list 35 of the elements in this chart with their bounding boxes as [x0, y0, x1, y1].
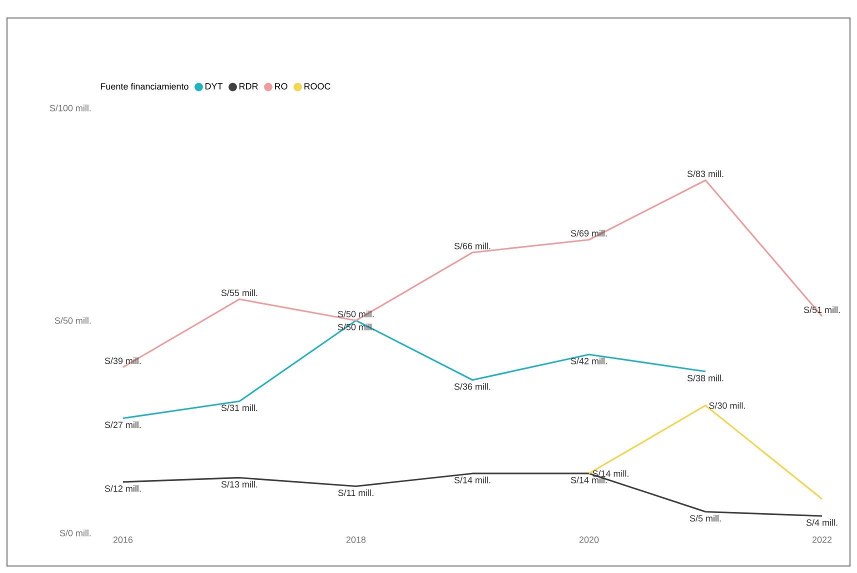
legend-label: RDR	[239, 83, 258, 90]
data-label: S/30 mill.	[709, 402, 745, 409]
y-tick-label: S/100 mill.	[50, 104, 91, 112]
data-label: S/14 mill.	[454, 476, 490, 484]
data-label: S/36 mill.	[454, 383, 490, 390]
data-label: S/4 mill.	[806, 519, 838, 526]
data-label: S/38 mill.	[687, 374, 724, 382]
data-label: S/42 mill.	[570, 358, 607, 364]
data-label: S/13 mill.	[221, 480, 258, 488]
line-series	[122, 320, 706, 420]
y-tick-label: S/50 mill.	[54, 317, 91, 324]
legend-label: RO	[274, 83, 288, 90]
legend-label: DYT	[205, 83, 223, 90]
data-label: S/83 mill.	[687, 170, 724, 178]
data-label: S/14 mill.	[570, 476, 607, 484]
data-label: S/39 mill.	[104, 357, 141, 364]
data-label: S/11 mill.	[338, 489, 374, 496]
x-tick-label: 2018	[346, 536, 366, 543]
data-label: S/27 mill.	[104, 421, 141, 428]
legend-title: Fuente financiamiento	[100, 83, 188, 90]
data-label: S/12 mill.	[104, 485, 141, 492]
x-tick-label: 2020	[579, 536, 599, 543]
data-label: S/5 mill.	[690, 514, 721, 522]
data-label: S/14 mill.	[592, 470, 628, 477]
data-label: S/51 mill.	[804, 306, 840, 314]
data-label: S/69 mill.	[570, 230, 607, 237]
line-series	[122, 179, 823, 368]
data-label: S/55 mill.	[221, 289, 258, 296]
y-tick-label: S/0 mill.	[60, 530, 91, 536]
data-label: S/66 mill.	[454, 242, 490, 250]
x-tick-label: 2022	[812, 536, 832, 543]
legend-label: ROOC	[304, 83, 330, 90]
x-tick-label: 2016	[113, 536, 133, 543]
data-label: S/50 mill.	[338, 310, 374, 318]
data-label: S/31 mill.	[221, 404, 258, 412]
